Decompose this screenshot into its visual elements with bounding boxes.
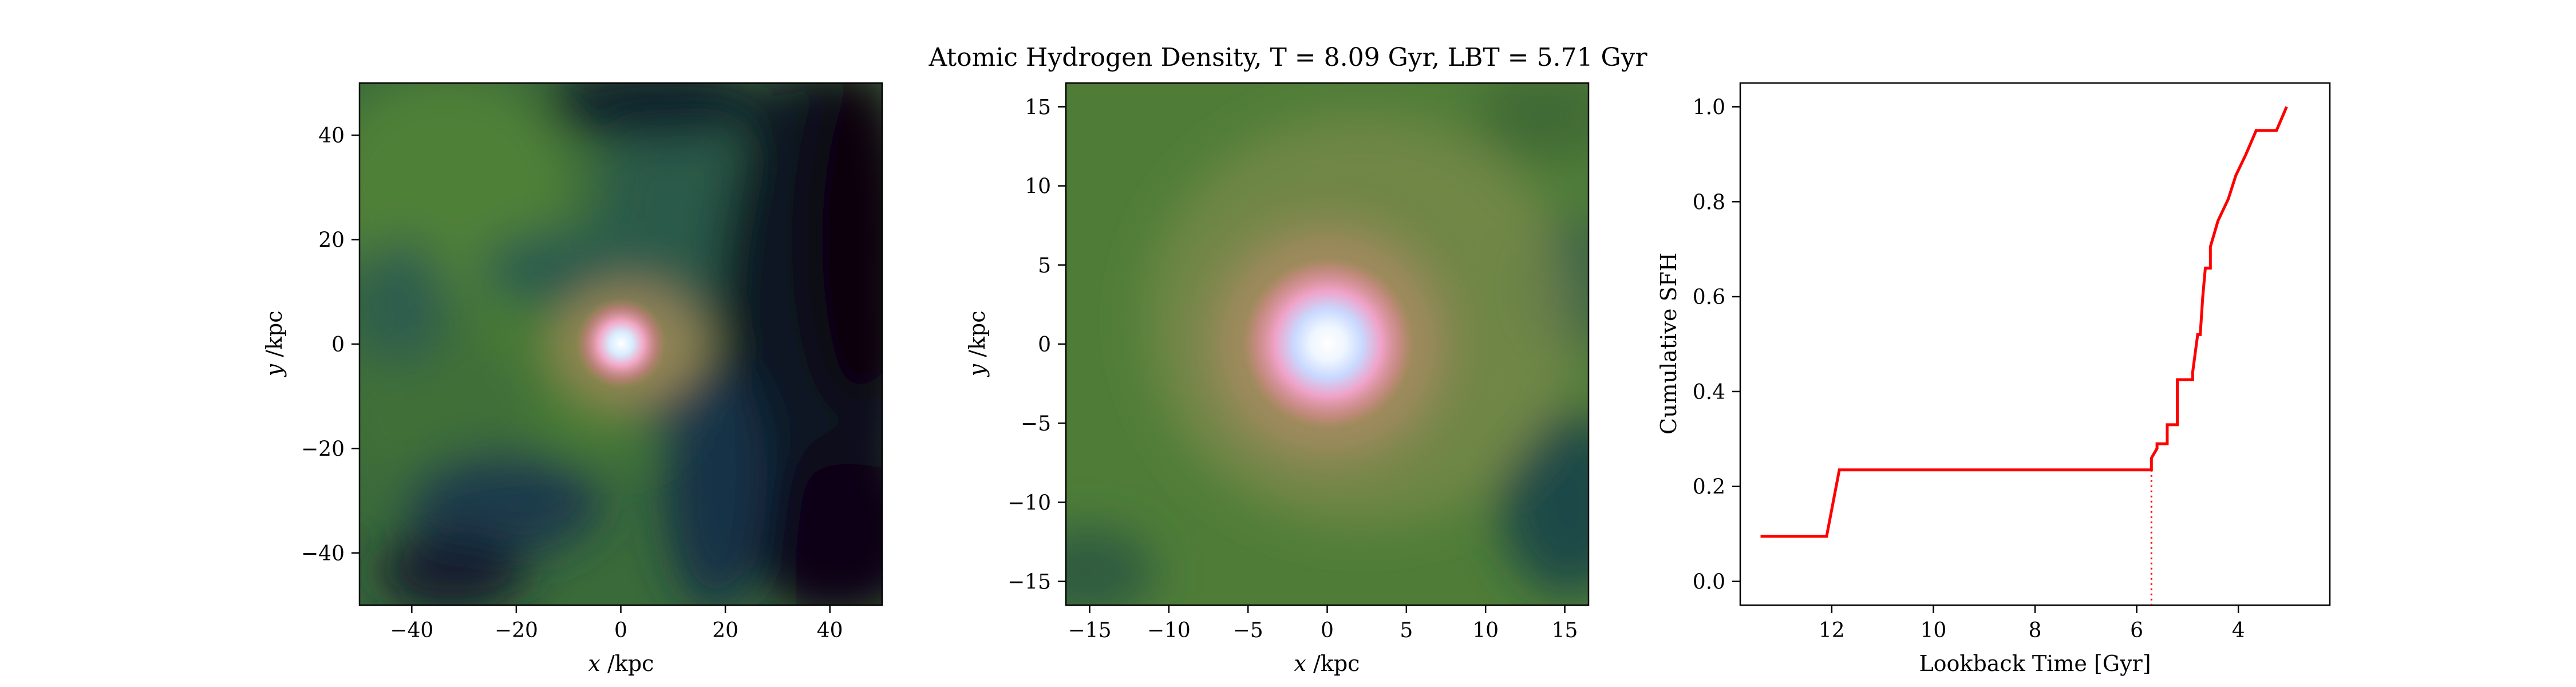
middle-xtick-label: 10 (1472, 619, 1499, 642)
middle-density-image (1066, 83, 1589, 605)
sfh-xlabel: Lookback Time [Gyr] (1919, 651, 2151, 676)
sfh-ytick-label: 0.0 (1693, 571, 1725, 594)
left-density-peak (575, 298, 667, 389)
middle-density-peak (1242, 258, 1414, 429)
middle-axis-ticks: −15 −10 −5 0 5 10 15 −15 −10 −5 0 5 10 15 (1008, 96, 1578, 642)
left-axis-ticks: −40 −20 0 20 40 −40 −20 0 20 40 (301, 124, 843, 642)
sfh-xtick-label: 4 (2232, 619, 2245, 642)
sfh-plot-area (1760, 106, 2288, 605)
middle-xtick-label: −10 (1147, 619, 1191, 642)
left-ytick-label: −40 (301, 542, 345, 566)
left-ylabel: y /kpc (262, 311, 287, 378)
middle-xtick-label: −15 (1068, 619, 1112, 642)
sfh-line (1760, 106, 2288, 538)
left-xlabel: x /kpc (588, 651, 654, 676)
left-density-panel: −40 −20 0 20 40 −40 −20 0 20 40 x /kpc y /kpc (262, 82, 883, 676)
sfh-panel: 12 10 8 6 4 0.0 0.2 0.4 0.6 0.8 1.0 Lookback Time … (1656, 82, 2331, 676)
middle-ytick-label: −15 (1008, 571, 1051, 594)
middle-ylabel: y /kpc (965, 311, 990, 378)
sfh-ytick-label: 0.4 (1693, 381, 1725, 404)
left-ytick-label: 40 (318, 124, 345, 148)
sfh-xtick-label: 6 (2130, 619, 2143, 642)
left-ytick-label: 20 (318, 229, 345, 252)
middle-xtick-label: 5 (1400, 619, 1413, 642)
left-xtick-label: 0 (614, 619, 627, 642)
left-density-image (359, 83, 882, 605)
left-xtick-label: −40 (390, 619, 433, 642)
middle-ytick-label: −5 (1021, 412, 1051, 436)
sfh-axes-frame (1739, 82, 2331, 606)
sfh-ytick-label: 0.8 (1693, 191, 1725, 214)
middle-ytick-label: 10 (1025, 175, 1051, 199)
sfh-axis-ticks: 12 10 8 6 4 0.0 0.2 0.4 0.6 0.8 1.0 (1693, 96, 2245, 642)
middle-xtick-label: 0 (1321, 619, 1334, 642)
middle-density-panel: −15 −10 −5 0 5 10 15 −15 −10 −5 0 5 10 15 x /kpc y /k… (965, 82, 1590, 676)
middle-xlabel: x /kpc (1294, 651, 1360, 676)
left-xtick-label: −20 (495, 619, 538, 642)
middle-ytick-label: 15 (1025, 96, 1051, 119)
figure-title: Atomic Hydrogen Density, T = 8.09 Gyr, L… (928, 43, 1647, 72)
middle-xtick-label: 15 (1552, 619, 1578, 642)
left-xtick-label: 20 (712, 619, 738, 642)
middle-ytick-label: 0 (1038, 333, 1051, 357)
left-ytick-label: 0 (331, 333, 345, 357)
sfh-ytick-label: 0.6 (1693, 286, 1725, 309)
sfh-ytick-label: 1.0 (1693, 96, 1725, 119)
sfh-ylabel: Cumulative SFH (1656, 252, 1681, 435)
middle-xtick-label: −5 (1233, 619, 1263, 642)
middle-ytick-label: 5 (1038, 254, 1051, 278)
sfh-xtick-label: 12 (1819, 619, 1845, 642)
left-ytick-label: −20 (301, 437, 345, 461)
sfh-xtick-label: 8 (2029, 619, 2042, 642)
middle-ytick-label: −10 (1008, 491, 1051, 515)
sfh-ytick-label: 0.2 (1693, 476, 1725, 499)
sfh-xtick-label: 10 (1921, 619, 1947, 642)
left-xtick-label: 40 (817, 619, 843, 642)
